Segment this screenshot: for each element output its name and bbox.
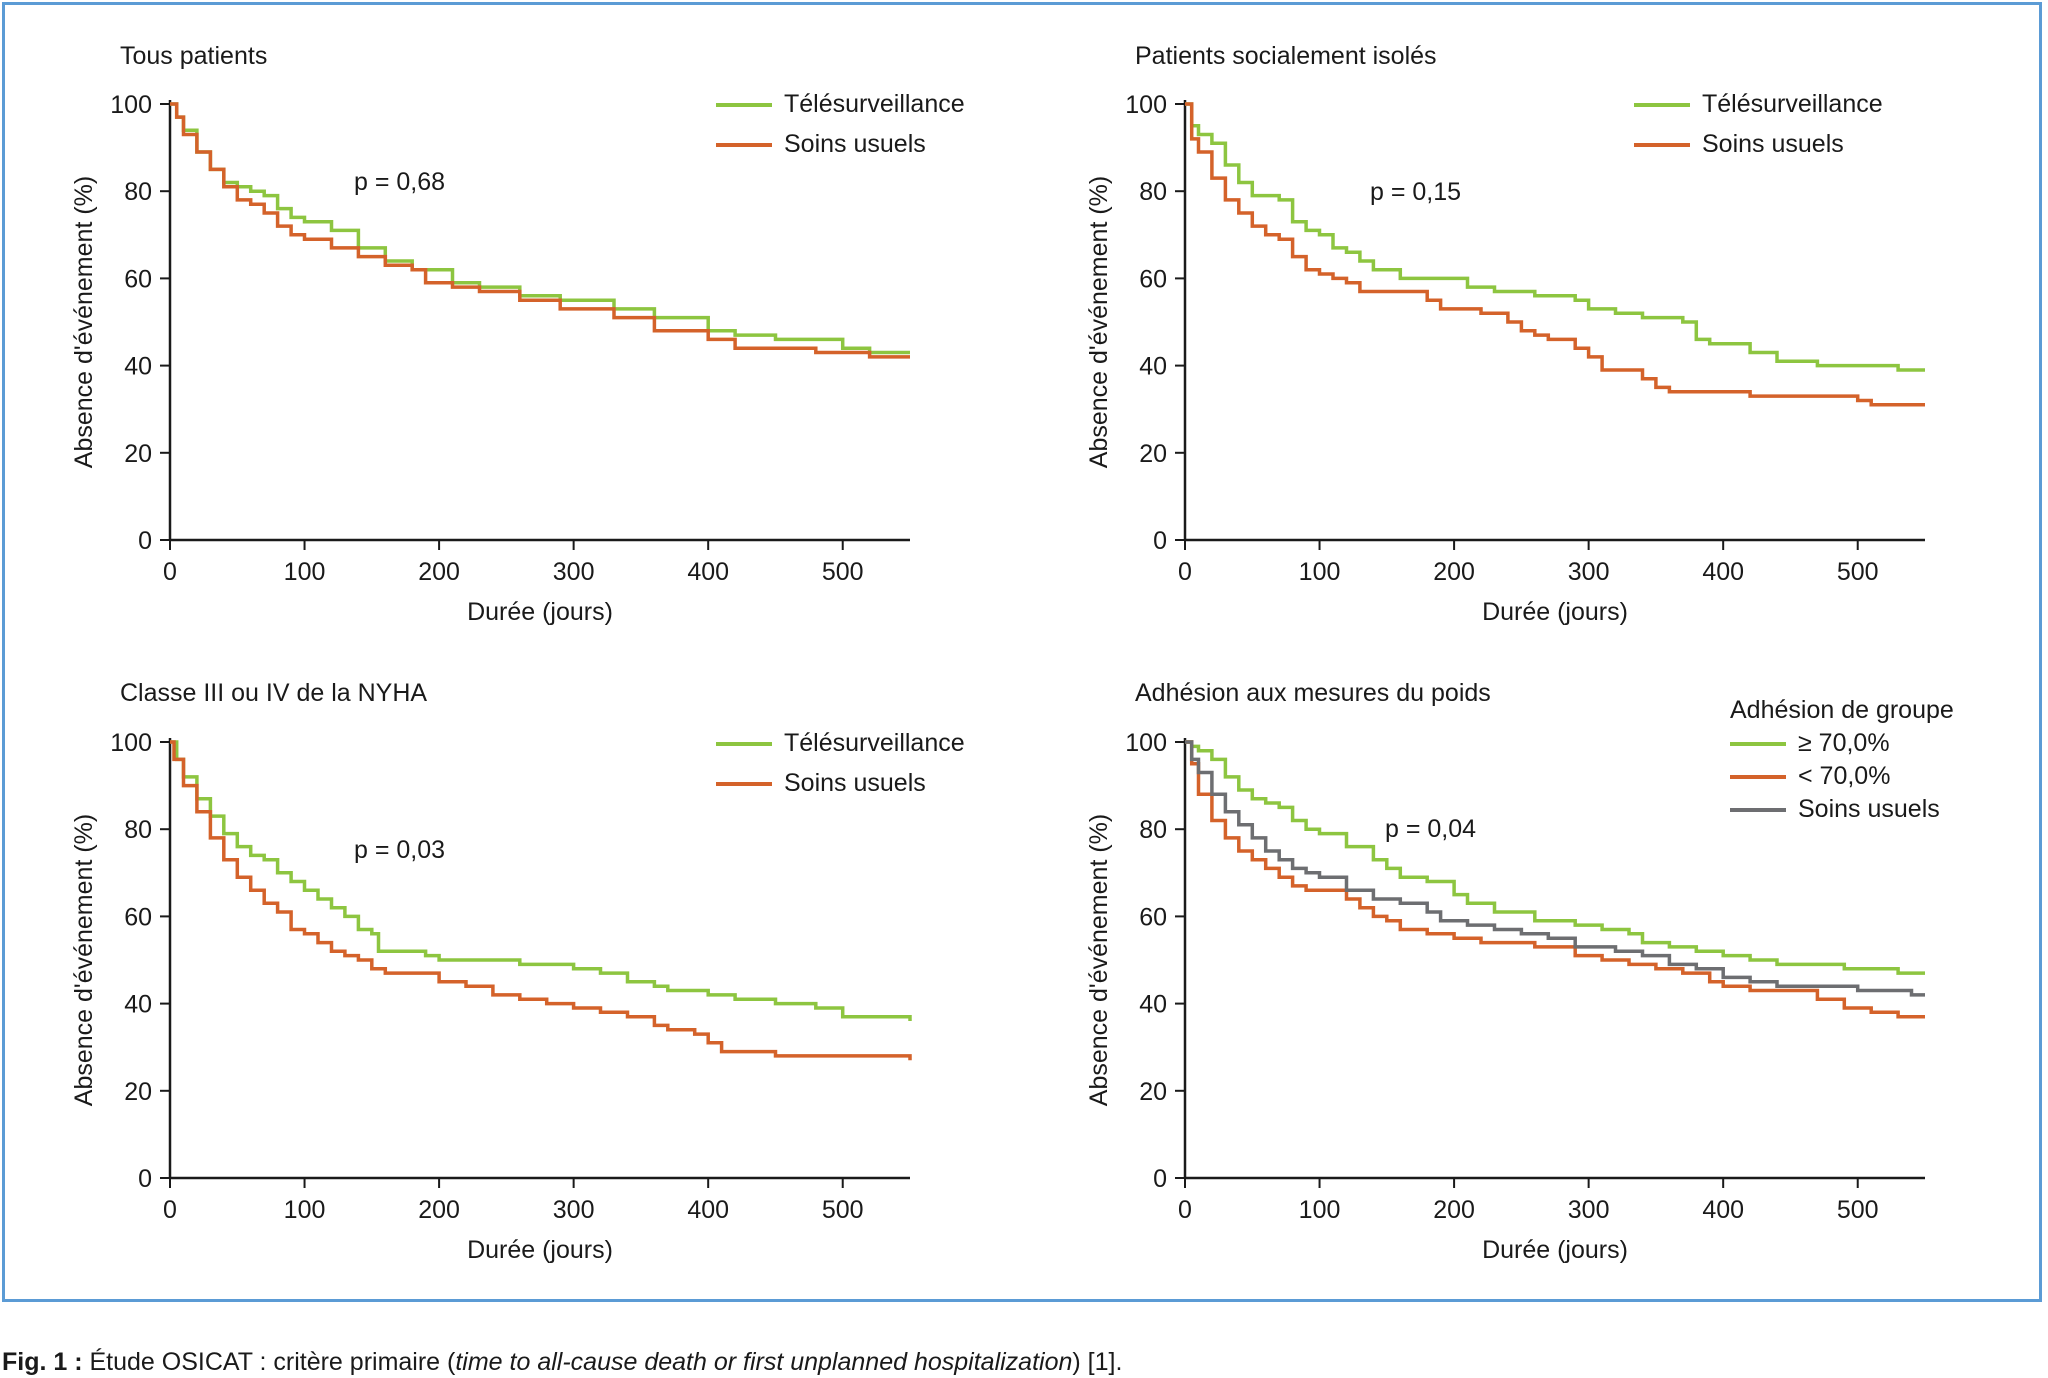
series-line-1 (170, 740, 912, 1021)
x-tick-label: 0 (1178, 1196, 1192, 1224)
y-tick-label: 40 (1139, 991, 1167, 1019)
y-tick-label: 0 (138, 1165, 152, 1193)
y-tick-label: 40 (124, 353, 152, 381)
legend-label: Soins usuels (784, 769, 926, 797)
x-tick-label: 200 (418, 1196, 460, 1224)
x-tick-label: 100 (284, 558, 326, 586)
x-tick-label: 0 (163, 1196, 177, 1224)
series-line-1 (1185, 102, 1925, 372)
legend-label: ≥ 70,0% (1798, 729, 1890, 757)
y-axis-label: Absence d'événement (%) (70, 176, 98, 468)
x-axis-label: Durée (jours) (467, 1236, 613, 1264)
y-tick-label: 20 (124, 1078, 152, 1106)
figure-caption: Fig. 1 : Étude OSICAT : critère primaire… (2, 1348, 1122, 1377)
y-tick-label: 60 (124, 265, 152, 293)
series-line-2 (1185, 740, 1925, 1019)
y-tick-label: 80 (124, 178, 152, 206)
p-value-annotation: p = 0,03 (354, 836, 445, 864)
x-tick-label: 200 (1433, 558, 1475, 586)
y-axis-label: Absence d'événement (%) (70, 814, 98, 1106)
y-tick-label: 80 (1139, 816, 1167, 844)
y-tick-label: 100 (1125, 729, 1167, 757)
figure-frame (2, 2, 2042, 1302)
caption-label: Fig. 1 : (2, 1348, 83, 1376)
legend-label: Télésurveillance (784, 90, 965, 118)
x-tick-label: 400 (687, 1196, 729, 1224)
y-axis-label: Absence d'événement (%) (1085, 814, 1113, 1106)
chart-panel-3: Classe III ou IV de la NYHA 0 20 40 60 80 100 0… (70, 679, 965, 1264)
y-tick-label: 20 (124, 440, 152, 468)
y-tick-label: 60 (1139, 265, 1167, 293)
y-tick-label: 0 (1153, 1165, 1167, 1193)
y-tick-label: 80 (124, 816, 152, 844)
chart-title: Patients socialement isolés (1135, 42, 1437, 70)
x-tick-label: 300 (1568, 1196, 1610, 1224)
y-tick-label: 100 (110, 91, 152, 119)
chart-title: Adhésion aux mesures du poids (1135, 679, 1491, 707)
x-tick-label: 200 (418, 558, 460, 586)
x-tick-label: 100 (1299, 558, 1341, 586)
x-tick-label: 200 (1433, 1196, 1475, 1224)
p-value-annotation: p = 0,15 (1370, 178, 1461, 206)
x-tick-label: 0 (163, 558, 177, 586)
x-tick-label: 300 (553, 1196, 595, 1224)
series-line-2 (170, 102, 910, 359)
caption-italic: time to all-cause death or first unplann… (455, 1348, 1073, 1376)
x-tick-label: 400 (1702, 558, 1744, 586)
series-line-3 (1185, 740, 1925, 997)
x-tick-label: 500 (822, 558, 864, 586)
x-axis-label: Durée (jours) (1482, 1236, 1628, 1264)
series-line-2 (1185, 102, 1925, 407)
chart-title: Classe III ou IV de la NYHA (120, 679, 427, 707)
x-tick-label: 400 (687, 558, 729, 586)
x-tick-label: 500 (1837, 1196, 1879, 1224)
x-tick-label: 100 (284, 1196, 326, 1224)
chart-title: Tous patients (120, 42, 267, 70)
x-tick-label: 300 (1568, 558, 1610, 586)
y-tick-label: 20 (1139, 440, 1167, 468)
y-tick-label: 100 (110, 729, 152, 757)
x-tick-label: 400 (1702, 1196, 1744, 1224)
y-tick-label: 0 (138, 527, 152, 555)
legend-label: Télésurveillance (1702, 90, 1883, 118)
x-tick-label: 0 (1178, 558, 1192, 586)
legend-label: Soins usuels (1702, 130, 1844, 158)
y-axis-label: Absence d'événement (%) (1085, 176, 1113, 468)
y-tick-label: 40 (124, 991, 152, 1019)
chart-panel-2: Patients socialement isolés 0 20 40 60 80 100 0… (1085, 42, 1925, 626)
legend-title: Adhésion de groupe (1730, 696, 1954, 724)
y-tick-label: 0 (1153, 527, 1167, 555)
y-tick-label: 20 (1139, 1078, 1167, 1106)
x-axis-label: Durée (jours) (467, 598, 613, 626)
legend-label: Soins usuels (784, 130, 926, 158)
x-tick-label: 100 (1299, 1196, 1341, 1224)
series-line-1 (1185, 740, 1925, 975)
y-tick-label: 60 (124, 903, 152, 931)
legend-label: < 70,0% (1798, 762, 1890, 790)
chart-panel-4: Adhésion aux mesures du poids 0 20 40 60 80 10… (1085, 679, 1954, 1264)
x-tick-label: 300 (553, 558, 595, 586)
caption-text-start: Étude OSICAT : critère primaire ( (82, 1348, 456, 1376)
series-line-2 (170, 740, 912, 1061)
x-tick-label: 500 (822, 1196, 864, 1224)
legend-label: Soins usuels (1798, 795, 1940, 823)
caption-text-end: ) [1]. (1072, 1348, 1123, 1376)
chart-panel-1: Tous patients 0 20 40 60 80 100 0 100 200 300 400 50… (70, 42, 965, 626)
x-tick-label: 500 (1837, 558, 1879, 586)
y-tick-label: 40 (1139, 353, 1167, 381)
p-value-annotation: p = 0,68 (354, 168, 445, 196)
y-tick-label: 60 (1139, 903, 1167, 931)
y-tick-label: 100 (1125, 91, 1167, 119)
p-value-annotation: p = 0,04 (1385, 815, 1476, 843)
legend-label: Télésurveillance (784, 729, 965, 757)
x-axis-label: Durée (jours) (1482, 598, 1628, 626)
y-tick-label: 80 (1139, 178, 1167, 206)
